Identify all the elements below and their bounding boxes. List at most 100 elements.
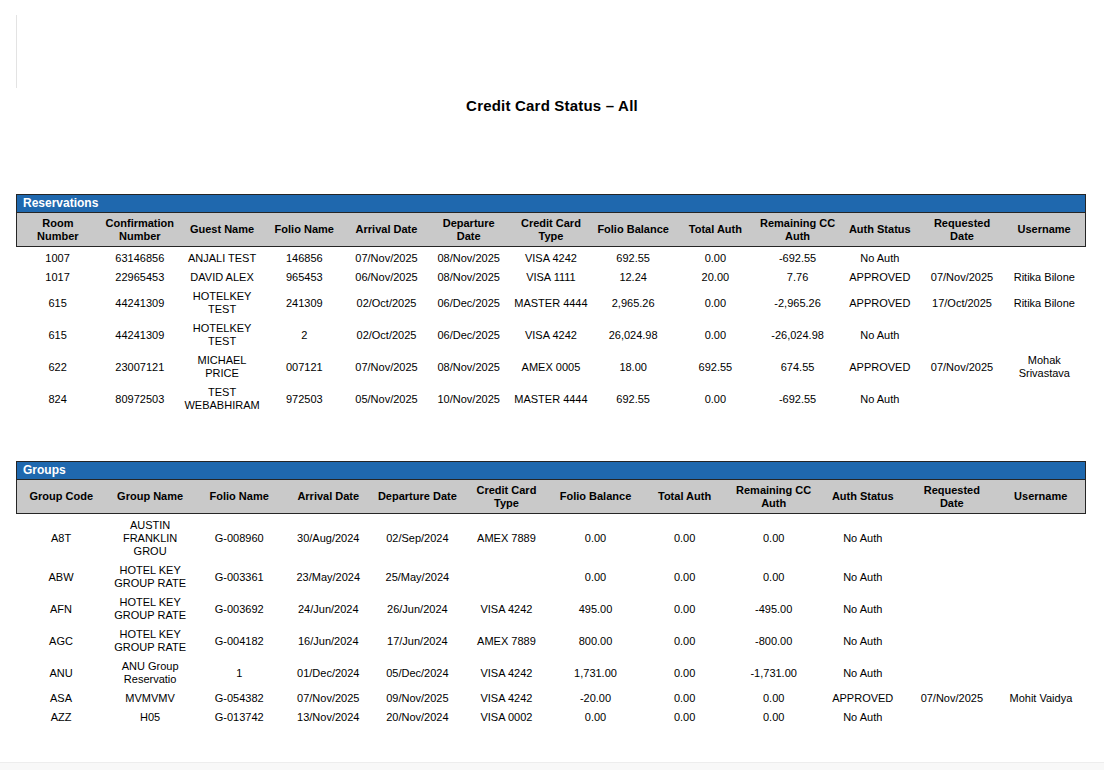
table-cell: -692.55 bbox=[756, 383, 838, 415]
table-cell: -20.00 bbox=[551, 689, 640, 708]
table-cell: 241309 bbox=[263, 287, 345, 319]
table-cell: ABW bbox=[17, 561, 106, 593]
table-cell: 18.00 bbox=[592, 351, 674, 383]
table-cell: 0.00 bbox=[640, 708, 729, 727]
table-cell: 17/Oct/2025 bbox=[921, 287, 1003, 319]
table-cell: ANU Group Reservatio bbox=[106, 657, 195, 689]
table-cell: AFN bbox=[17, 593, 106, 625]
table-row: 100763146856ANJALI TEST14685607/Nov/2025… bbox=[17, 247, 1086, 269]
table-cell: 02/Oct/2025 bbox=[345, 287, 427, 319]
table-cell: 1 bbox=[195, 657, 284, 689]
table-cell: -2,965.26 bbox=[756, 287, 838, 319]
table-cell: TEST WEBABHIRAM bbox=[181, 383, 263, 415]
table-cell: 01/Dec/2024 bbox=[284, 657, 373, 689]
table-cell: 0.00 bbox=[640, 593, 729, 625]
table-cell bbox=[996, 657, 1085, 689]
table-cell: AUSTIN FRANKLIN GROU bbox=[106, 514, 195, 562]
table-cell: 24/Jun/2024 bbox=[284, 593, 373, 625]
table-cell: No Auth bbox=[818, 657, 907, 689]
table-cell bbox=[996, 593, 1085, 625]
table-cell: 692.55 bbox=[592, 383, 674, 415]
column-header: Guest Name bbox=[181, 213, 263, 247]
table-cell: 0.00 bbox=[729, 708, 818, 727]
column-header: Remaining CC Auth bbox=[756, 213, 838, 247]
table-cell: APPROVED bbox=[818, 689, 907, 708]
table-row: 82480972503TEST WEBABHIRAM97250305/Nov/2… bbox=[17, 383, 1086, 415]
table-cell: 0.00 bbox=[729, 689, 818, 708]
table-cell: No Auth bbox=[818, 708, 907, 727]
table-cell: No Auth bbox=[839, 247, 921, 269]
table-cell bbox=[996, 561, 1085, 593]
table-cell: 2,965.26 bbox=[592, 287, 674, 319]
table-cell: 622 bbox=[17, 351, 99, 383]
table-cell: 972503 bbox=[263, 383, 345, 415]
table-cell: VISA 1111 bbox=[510, 268, 592, 287]
table-cell: No Auth bbox=[818, 593, 907, 625]
table-cell bbox=[907, 593, 996, 625]
table-cell: 0.00 bbox=[674, 383, 756, 415]
table-row: AFNHOTEL KEY GROUP RATEG-00369224/Jun/20… bbox=[17, 593, 1086, 625]
table-cell: -495.00 bbox=[729, 593, 818, 625]
table-cell bbox=[996, 625, 1085, 657]
table-cell bbox=[907, 625, 996, 657]
column-header: Folio Balance bbox=[551, 480, 640, 514]
groups-table: Group CodeGroup NameFolio NameArrival Da… bbox=[16, 479, 1086, 727]
table-cell: 02/Oct/2025 bbox=[345, 319, 427, 351]
table-cell bbox=[907, 657, 996, 689]
table-cell: 10/Nov/2025 bbox=[428, 383, 510, 415]
table-cell: 0.00 bbox=[640, 625, 729, 657]
table-cell: 02/Sep/2024 bbox=[373, 514, 462, 562]
table-row: AGCHOTEL KEY GROUP RATEG-00418216/Jun/20… bbox=[17, 625, 1086, 657]
table-cell: No Auth bbox=[839, 383, 921, 415]
table-cell: 06/Dec/2025 bbox=[428, 287, 510, 319]
column-header: Requested Date bbox=[907, 480, 996, 514]
table-cell: 05/Nov/2025 bbox=[345, 383, 427, 415]
table-cell: VISA 4242 bbox=[462, 657, 551, 689]
table-cell: 0.00 bbox=[674, 319, 756, 351]
table-cell: 0.00 bbox=[551, 514, 640, 562]
table-cell: 615 bbox=[17, 319, 99, 351]
column-header: Folio Name bbox=[195, 480, 284, 514]
table-cell: 07/Nov/2025 bbox=[345, 247, 427, 269]
bottom-edge-band bbox=[0, 762, 1104, 770]
table-cell bbox=[1003, 383, 1085, 415]
table-cell: 05/Dec/2024 bbox=[373, 657, 462, 689]
reservations-section: Reservations Room NumberConfirmation Num… bbox=[16, 194, 1086, 415]
table-cell: 2 bbox=[263, 319, 345, 351]
column-header: Group Name bbox=[106, 480, 195, 514]
table-cell: 007121 bbox=[263, 351, 345, 383]
table-cell bbox=[921, 383, 1003, 415]
table-cell: H05 bbox=[106, 708, 195, 727]
column-header: Departure Date bbox=[373, 480, 462, 514]
table-cell bbox=[907, 708, 996, 727]
table-row: AZZH05G-01374213/Nov/202420/Nov/2024VISA… bbox=[17, 708, 1086, 727]
table-cell: APPROVED bbox=[839, 287, 921, 319]
table-cell: 07/Nov/2025 bbox=[284, 689, 373, 708]
table-cell: No Auth bbox=[839, 319, 921, 351]
table-cell: 0.00 bbox=[729, 561, 818, 593]
table-cell bbox=[1003, 247, 1085, 269]
table-cell: 0.00 bbox=[640, 514, 729, 562]
table-cell: 17/Jun/2024 bbox=[373, 625, 462, 657]
table-cell: HOTEL KEY GROUP RATE bbox=[106, 625, 195, 657]
table-cell bbox=[921, 247, 1003, 269]
table-cell: 44241309 bbox=[99, 319, 181, 351]
column-header: Folio Name bbox=[263, 213, 345, 247]
column-header: Room Number bbox=[17, 213, 99, 247]
table-row: 101722965453DAVID ALEX96545306/Nov/20250… bbox=[17, 268, 1086, 287]
table-cell: AMEX 0005 bbox=[510, 351, 592, 383]
table-cell: 44241309 bbox=[99, 287, 181, 319]
table-cell: Ritika Bilone bbox=[1003, 287, 1085, 319]
table-cell: G-054382 bbox=[195, 689, 284, 708]
column-header: Departure Date bbox=[428, 213, 510, 247]
table-cell: VISA 4242 bbox=[462, 593, 551, 625]
column-header: Arrival Date bbox=[284, 480, 373, 514]
table-cell: 7.76 bbox=[756, 268, 838, 287]
table-cell: 30/Aug/2024 bbox=[284, 514, 373, 562]
table-row: A8TAUSTIN FRANKLIN GROUG-00896030/Aug/20… bbox=[17, 514, 1086, 562]
groups-section-label: Groups bbox=[23, 463, 66, 477]
table-cell: 08/Nov/2025 bbox=[428, 268, 510, 287]
table-cell bbox=[907, 561, 996, 593]
reservations-table: Room NumberConfirmation NumberGuest Name… bbox=[16, 212, 1086, 415]
column-header: Remaining CC Auth bbox=[729, 480, 818, 514]
